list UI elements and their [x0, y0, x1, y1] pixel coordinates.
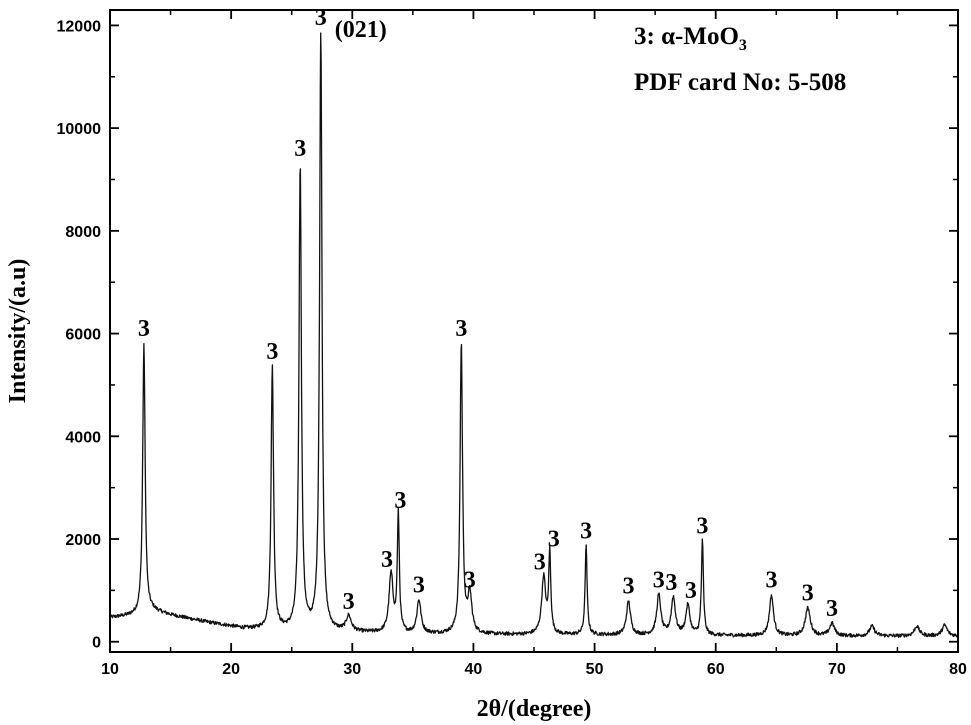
- x-tick-label: 50: [586, 661, 604, 678]
- peak-label: 3: [802, 580, 814, 606]
- y-tick-label: 10000: [57, 121, 102, 138]
- legend-phase-main: 3: α-MoO: [634, 23, 739, 50]
- peak-label: 3: [826, 596, 838, 622]
- x-tick-label: 80: [949, 661, 967, 678]
- peak-label: 3: [548, 526, 560, 552]
- peak-label: 3: [394, 488, 406, 514]
- y-tick-label: 6000: [65, 327, 101, 344]
- peak-label: 3: [294, 136, 306, 162]
- x-tick-label: 40: [465, 661, 483, 678]
- x-axis-title: 2θ/(degree): [477, 696, 592, 722]
- peak-label: 3: [266, 339, 278, 365]
- y-tick-label: 8000: [65, 224, 101, 241]
- peak-label: 3: [138, 316, 150, 342]
- x-tick-label: 70: [828, 661, 846, 678]
- peak-label: 3: [665, 570, 677, 596]
- peak-label: 3: [381, 547, 393, 573]
- y-tick-label: 12000: [57, 18, 102, 35]
- peak-label: 3: [622, 574, 634, 600]
- peak-label: 3: [534, 550, 546, 576]
- peak-label: 3: [685, 578, 697, 604]
- peak-label: 3: [580, 519, 592, 545]
- y-tick-label: 4000: [65, 429, 101, 446]
- legend-pdf-card: PDF card No: 5-508: [634, 69, 846, 96]
- legend-phase-subscript: 3: [739, 37, 747, 54]
- x-tick-label: 60: [707, 661, 725, 678]
- peak-label: 3: [413, 573, 425, 599]
- peak-label: 3: [343, 589, 355, 615]
- peak-label: 3: [696, 514, 708, 540]
- peak-label: 3: [315, 5, 327, 31]
- y-axis-title: Intensity/(a.u): [5, 259, 31, 404]
- peak-label: 3: [653, 568, 665, 594]
- peak-label: 3: [464, 568, 476, 594]
- peak-label: 3: [765, 568, 777, 594]
- y-tick-label: 0: [92, 635, 101, 652]
- x-tick-label: 20: [222, 661, 240, 678]
- peak-annotation: (021): [335, 17, 387, 43]
- x-tick-label: 30: [343, 661, 361, 678]
- peak-label: 3: [455, 316, 467, 342]
- y-tick-label: 2000: [65, 532, 101, 549]
- x-tick-label: 10: [101, 661, 119, 678]
- legend-phase: 3: α-MoO3: [634, 23, 747, 54]
- xrd-pattern-line: [109, 32, 959, 638]
